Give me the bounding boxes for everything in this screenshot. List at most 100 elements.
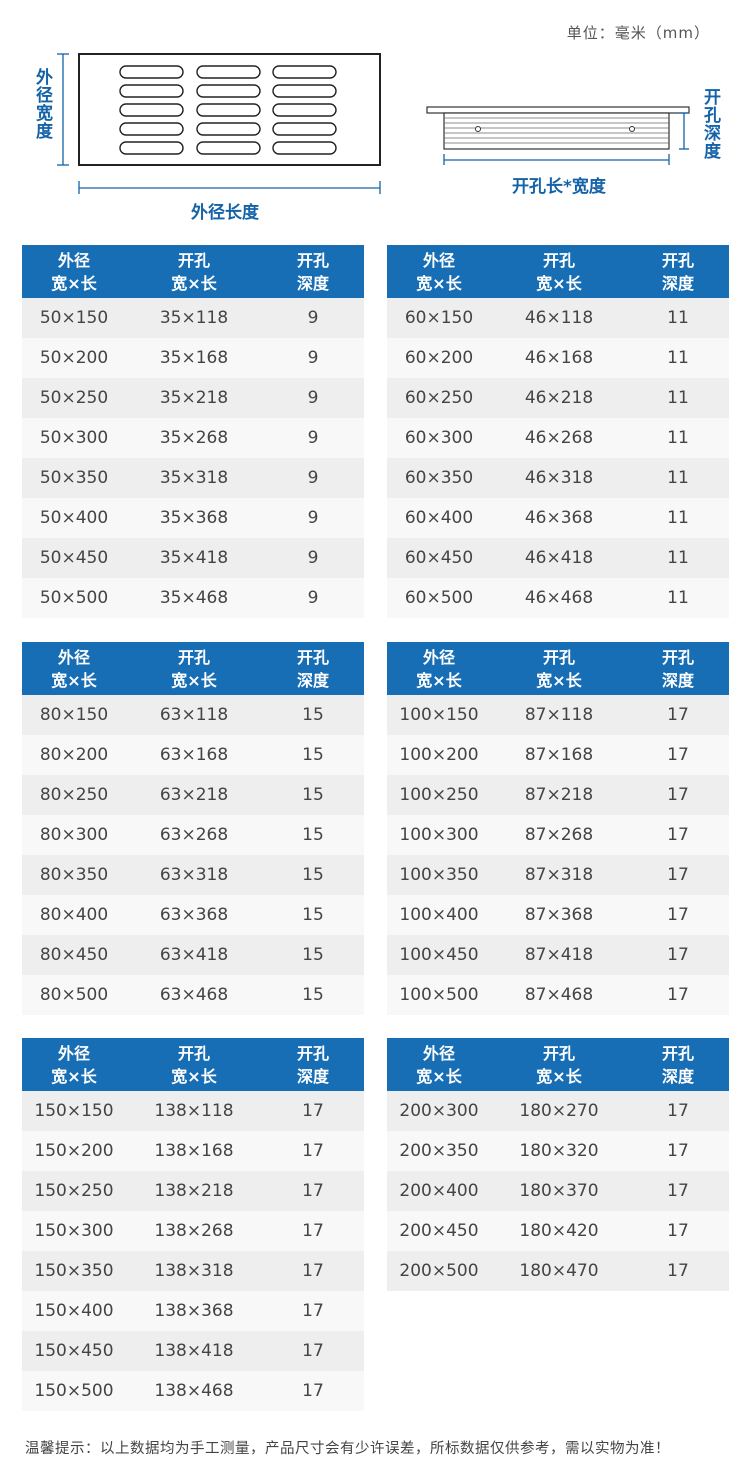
table-cell: 138×418 [154, 1341, 234, 1361]
table-header: 外径 宽×长 开孔 宽×长 开孔 深度 [22, 1038, 364, 1091]
header-line: 开孔 [177, 647, 210, 667]
table-cell: 46×118 [524, 308, 594, 328]
table-row: 200×300 180×270 17 [387, 1091, 729, 1131]
table-cell: 11 [667, 468, 689, 488]
header-cell: 开孔 宽×长 [126, 249, 262, 295]
header-line: 开孔 [542, 1043, 575, 1063]
table-cell: 15 [302, 705, 324, 725]
header-cell: 开孔 深度 [627, 646, 729, 692]
table-row: 60×300 46×268 11 [387, 418, 729, 458]
table-cell: 100×500 [399, 985, 479, 1005]
table-cell: 17 [302, 1221, 324, 1241]
table-cell: 11 [667, 348, 689, 368]
table-cell: 63×118 [159, 705, 229, 725]
table-cell: 60×300 [404, 428, 474, 448]
table-cell: 11 [667, 508, 689, 528]
header-line: 宽×长 [171, 670, 217, 690]
table-cell: 35×268 [159, 428, 229, 448]
table-cell: 150×150 [34, 1101, 114, 1121]
table-row: 100×200 87×168 17 [387, 735, 729, 775]
table-row: 150×150 138×118 17 [22, 1091, 364, 1131]
table-row: 150×350 138×318 17 [22, 1251, 364, 1291]
table-cell: 63×418 [159, 945, 229, 965]
table-row: 60×350 46×318 11 [387, 458, 729, 498]
spec-table: 外径 宽×长 开孔 宽×长 开孔 深度 50×150 35×118 9 50×200 35×168 9… [22, 245, 364, 618]
table-cell: 17 [667, 825, 689, 845]
table-cell: 17 [667, 1221, 689, 1241]
diagram-drawing [57, 53, 690, 194]
table-cell: 17 [667, 1261, 689, 1281]
header-line: 外径 [422, 1043, 455, 1063]
table-cell: 50×450 [39, 548, 109, 568]
table-row: 100×450 87×418 17 [387, 935, 729, 975]
table-cell: 17 [302, 1181, 324, 1201]
table-cell: 200×300 [399, 1101, 479, 1121]
table-cell: 87×468 [524, 985, 594, 1005]
table-cell: 15 [302, 785, 324, 805]
table-cell: 63×318 [159, 865, 229, 885]
table-cell: 138×368 [154, 1301, 234, 1321]
table-cell: 80×350 [39, 865, 109, 885]
table-cell: 87×418 [524, 945, 594, 965]
table-cell: 60×500 [404, 588, 474, 608]
table-cell: 46×418 [524, 548, 594, 568]
header-cell: 外径 宽×长 [387, 1042, 491, 1088]
header-line: 宽×长 [171, 273, 217, 293]
table-cell: 17 [302, 1301, 324, 1321]
table-row: 50×350 35×318 9 [22, 458, 364, 498]
table-cell: 11 [667, 548, 689, 568]
table-row: 150×450 138×418 17 [22, 1331, 364, 1371]
table-row: 80×500 63×468 15 [22, 975, 364, 1015]
footer-note: 温馨提示：以上数据均为手工测量，产品尺寸会有少许误差，所标数据仅供参考，需以实物… [25, 1441, 670, 1457]
header-line: 深度 [296, 670, 329, 690]
opening-depth-label: 开孔深度 [700, 88, 720, 160]
table-cell: 46×218 [524, 388, 594, 408]
header-line: 开孔 [542, 647, 575, 667]
table-cell: 17 [667, 945, 689, 965]
table-cell: 50×400 [39, 508, 109, 528]
table-cell: 9 [307, 308, 319, 328]
table-cell: 100×250 [399, 785, 479, 805]
table-header: 外径 宽×长 开孔 宽×长 开孔 深度 [22, 642, 364, 695]
header-cell: 开孔 宽×长 [126, 1042, 262, 1088]
table-cell: 35×318 [159, 468, 229, 488]
table-cell: 150×200 [34, 1141, 114, 1161]
table-cell: 9 [307, 468, 319, 488]
table-header: 外径 宽×长 开孔 宽×长 开孔 深度 [387, 1038, 729, 1091]
table-cell: 63×268 [159, 825, 229, 845]
width-dimension-bracket [57, 53, 69, 166]
header-line: 开孔 [296, 1043, 329, 1063]
table-cell: 35×118 [159, 308, 229, 328]
table-cell: 46×468 [524, 588, 594, 608]
table-cell: 100×200 [399, 745, 479, 765]
header-line: 深度 [661, 670, 694, 690]
table-cell: 150×500 [34, 1381, 114, 1401]
table-cell: 100×450 [399, 945, 479, 965]
header-line: 宽×长 [51, 1066, 97, 1086]
header-line: 开孔 [661, 1043, 694, 1063]
table-row: 60×250 46×218 11 [387, 378, 729, 418]
header-line: 外径 [422, 647, 455, 667]
table-cell: 17 [667, 745, 689, 765]
table-cell: 200×350 [399, 1141, 479, 1161]
table-cell: 9 [307, 588, 319, 608]
dimension-diagram: 外径宽度 外径长度 开孔深度 开孔长*宽度 [0, 0, 750, 230]
header-cell: 外径 宽×长 [22, 1042, 126, 1088]
table-row: 150×200 138×168 17 [22, 1131, 364, 1171]
table-cell: 11 [667, 308, 689, 328]
table-cell: 138×168 [154, 1141, 234, 1161]
table-cell: 63×218 [159, 785, 229, 805]
table-row: 200×450 180×420 17 [387, 1211, 729, 1251]
table-cell: 87×168 [524, 745, 594, 765]
table-row: 50×250 35×218 9 [22, 378, 364, 418]
header-line: 开孔 [296, 250, 329, 270]
header-line: 宽×长 [536, 1066, 582, 1086]
table-cell: 180×270 [519, 1101, 599, 1121]
header-cell: 开孔 宽×长 [491, 249, 627, 295]
table-row: 100×350 87×318 17 [387, 855, 729, 895]
header-cell: 外径 宽×长 [387, 249, 491, 295]
header-line: 开孔 [177, 1043, 210, 1063]
table-cell: 35×418 [159, 548, 229, 568]
table-cell: 15 [302, 825, 324, 845]
table-cell: 11 [667, 428, 689, 448]
